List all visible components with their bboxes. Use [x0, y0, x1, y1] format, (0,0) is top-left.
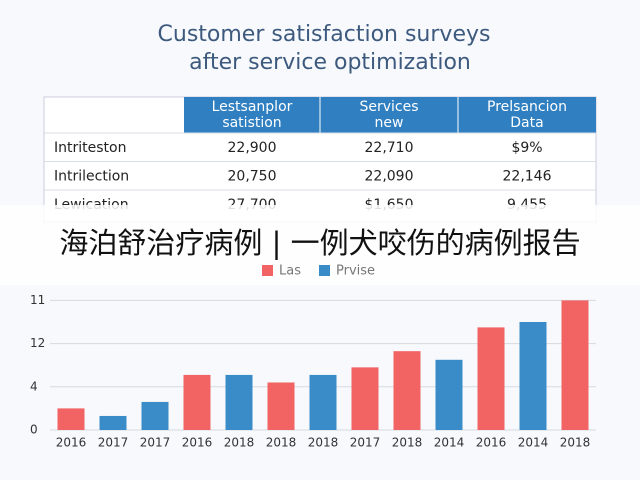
title-line: Customer satisfaction surveys: [158, 22, 491, 47]
x-tick-label: 2018: [266, 436, 297, 450]
legend-swatch: [262, 265, 273, 276]
table-cell: 22,710: [365, 140, 414, 156]
x-tick-label: 2017: [350, 436, 381, 450]
bar: [99, 415, 127, 430]
x-tick-label: 2016: [182, 436, 213, 450]
bar: [225, 374, 253, 430]
y-tick-label: 0: [30, 423, 38, 437]
legend-swatch: [319, 265, 330, 276]
title-line: after service optimization: [189, 50, 471, 75]
x-tick-label: 2018: [224, 436, 255, 450]
chart: 0 4 12 11 2016 2017 2017 2016 2018 2018 2018 2017 20…: [30, 293, 596, 450]
table-cell: $9%: [511, 140, 542, 156]
x-tick-label: 2016: [476, 436, 507, 450]
table: Lestsanplor satistion Services new Doat Prels…: [43, 96, 597, 223]
legend-label: Prvise: [336, 264, 375, 279]
x-tick-label: 2018: [308, 436, 339, 450]
table-header: [184, 97, 596, 133]
x-tick-label: 2018: [392, 436, 423, 450]
bar: [519, 322, 547, 430]
banner-text: 海泊舒治疗病例 | 一例犬咬伤的病例报告: [59, 226, 580, 260]
x-tick-label: 2017: [98, 436, 129, 450]
bar: [561, 300, 589, 430]
row-label: Intrilection: [54, 169, 129, 185]
table-cell: 22,900: [228, 140, 277, 156]
column-header: Services new Doat: [359, 99, 418, 147]
bar: [435, 359, 463, 430]
bar: [477, 327, 505, 430]
table-cell: 22,146: [503, 169, 552, 185]
y-tick-label: 12: [30, 336, 45, 350]
x-tick-label: 2017: [140, 436, 171, 450]
bar: [183, 374, 211, 430]
x-tick-label: 2018: [560, 436, 591, 450]
column-header: Prelsancion Data: [487, 99, 567, 131]
x-tick-label: 2016: [56, 436, 87, 450]
y-tick-label: 4: [30, 379, 38, 393]
legend-label: Las: [279, 264, 301, 279]
bar: [267, 382, 295, 430]
x-tick-label: 2014: [518, 436, 549, 450]
bar: [309, 374, 337, 430]
bar: [57, 408, 85, 430]
bar: [351, 367, 379, 430]
row-label: Intriteston: [54, 140, 126, 156]
bar: [141, 401, 169, 430]
column-header: Lestsanplor satistion: [212, 99, 293, 131]
y-tick-label: 11: [30, 293, 45, 307]
bar: [393, 351, 421, 430]
table-cell: 22,090: [365, 169, 414, 185]
table-cell: 20,750: [228, 169, 277, 185]
x-tick-label: 2014: [434, 436, 465, 450]
